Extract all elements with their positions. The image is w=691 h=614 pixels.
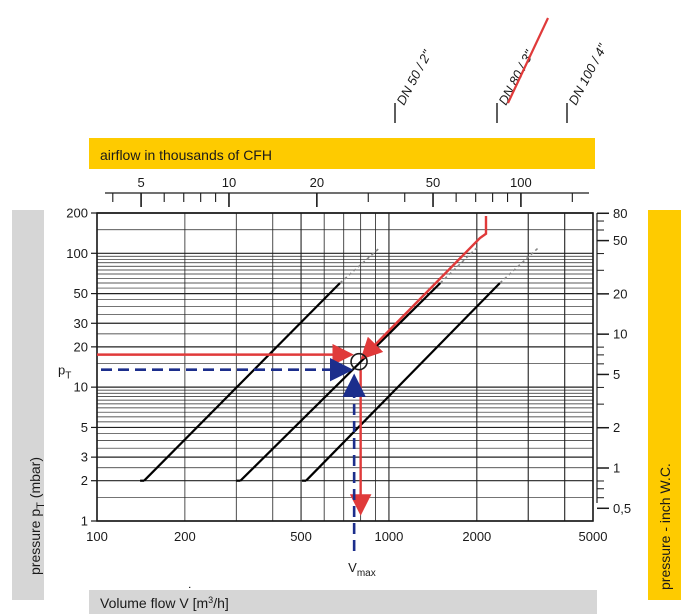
x2-tick-label: 100 [510,175,532,190]
y-tick-label: 100 [66,246,88,261]
y-tick-label: 50 [74,286,88,301]
x2-tick-label: 10 [222,175,236,190]
y-tick-label: 2 [81,473,88,488]
pipe-label-dn100: DN 100 / 4" [565,40,611,123]
y2-tick-label: 20 [613,286,627,301]
x-tick-label: 200 [174,529,196,544]
series-line-0 [143,282,341,482]
x-tick-label: 500 [290,529,312,544]
vmax-label: Vmax [348,560,376,579]
pipe-label-dn80: DN 80 / 3" [495,17,549,123]
x-tick-label: 1000 [374,529,403,544]
x-tick-label: 2000 [462,529,491,544]
x-title: Volume flow V [m3/h] [100,595,229,611]
pipe-label-dn100-text: DN 100 / 4" [565,40,610,107]
series-extension-2 [499,247,539,284]
annotations: pT Vmax [58,215,488,579]
plot-frame [96,212,594,522]
x2-title-band [89,138,595,169]
y-tick-label: 1 [81,514,88,529]
red-guide-path [360,215,488,360]
x-tick-label: 5000 [579,529,608,544]
series-line-1 [239,282,442,482]
pipe-label-dn50-text: DN 50 / 2" [393,47,435,108]
y-tick-label: 200 [66,206,88,221]
series-line-2 [305,282,501,482]
series-lines [140,247,539,482]
y2-title-band [648,210,681,600]
x-title-dot: ˙ [188,584,193,600]
y-tick-label: 5 [81,420,88,435]
y-tick-label: 20 [74,339,88,354]
y-tick-label: 30 [74,316,88,331]
x2-title: airflow in thousands of CFH [100,147,272,163]
y2-tick-label: 5 [613,367,620,382]
y2-tick-label: 10 [613,327,627,342]
pipe-label-dn50: DN 50 / 2" [393,47,435,123]
axis-ticks: 100 200 500 1000 2000 5000 1 2 3 5 10 20 30 50 100 200 5… [66,175,631,544]
x2-tick-label: 5 [137,175,144,190]
x-tick-label: 100 [86,529,108,544]
pT-label: pT [58,363,71,382]
y2-title: pressure - inch W.C. [657,463,673,590]
pipe-highlight-dn80 [507,17,549,104]
x-title-box [89,590,597,614]
y2-tick-label: 80 [613,206,627,221]
series-extension-0 [339,247,381,284]
series-extension-1 [439,247,478,284]
operating-point-marker [350,352,368,371]
x2-tick-label: 50 [426,175,440,190]
grid [96,212,594,522]
y2-tick-label: 0,5 [613,501,631,516]
y2-tick-label: 2 [613,420,620,435]
y-tick-label: 10 [74,380,88,395]
y2-tick-label: 50 [613,233,627,248]
y-tick-label: 3 [81,450,88,465]
y-title-box [12,210,44,600]
y-title: pressure pT (mbar) [27,457,47,575]
x2-tick-label: 20 [310,175,324,190]
y2-tick-label: 1 [613,461,620,476]
